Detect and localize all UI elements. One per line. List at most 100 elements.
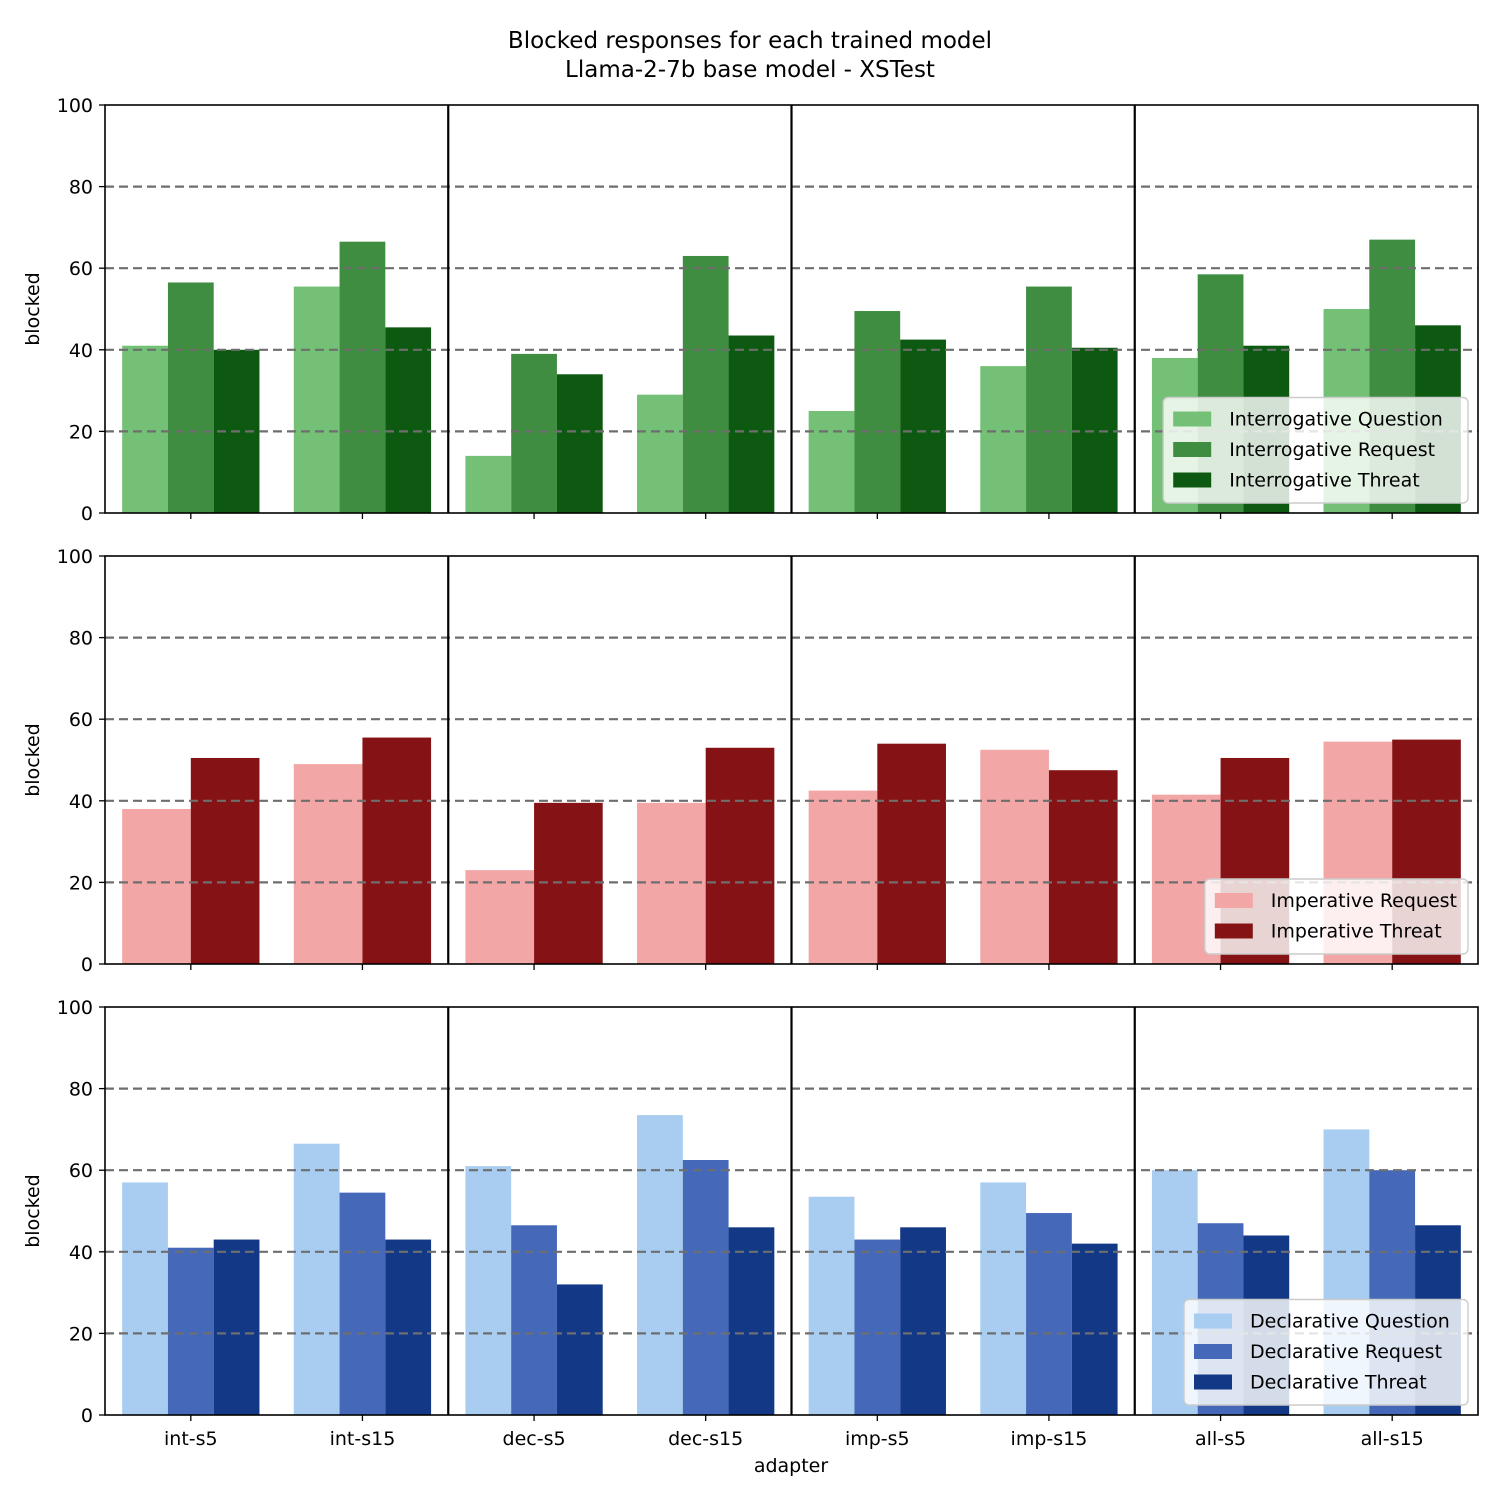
legend-swatch bbox=[1173, 411, 1212, 427]
legend-entry: Interrogative Request bbox=[1229, 439, 1435, 461]
x-tick-label: int-s15 bbox=[330, 1428, 396, 1450]
y-tick-label: 20 bbox=[69, 1323, 93, 1345]
legend: Declarative Question Declarative Request D… bbox=[1183, 1298, 1469, 1406]
bar-p3-s1-imp-s15 bbox=[980, 1182, 1027, 1415]
panel-3: 0 20 40 60 80 100 int-s5 int-s15 dec-s5 dec-s15 im… bbox=[22, 997, 1479, 1450]
bar-p3-s3-int-s15 bbox=[385, 1239, 432, 1415]
bar-p1-s3-dec-s5 bbox=[556, 374, 603, 513]
bar-p1-s1-int-s5 bbox=[122, 345, 168, 513]
bar-p1-s2-int-s5 bbox=[167, 282, 214, 513]
bar-p1-s2-int-s15 bbox=[339, 241, 386, 513]
legend-swatch bbox=[1194, 1344, 1232, 1359]
y-tick-label: 60 bbox=[69, 1160, 93, 1182]
bar-p2-s1-dec-s5 bbox=[465, 870, 535, 964]
y-tick-label: 0 bbox=[81, 954, 93, 976]
legend-swatch bbox=[1194, 1313, 1232, 1329]
x-tick-label: all-s5 bbox=[1195, 1428, 1246, 1450]
x-tick-label: dec-s5 bbox=[503, 1428, 566, 1450]
legend: Interrogative Question Interrogative Requ… bbox=[1162, 396, 1469, 504]
y-tick-label: 20 bbox=[69, 421, 93, 443]
bar-p3-s1-dec-s5 bbox=[465, 1166, 512, 1415]
bar-p3-s2-int-s15 bbox=[339, 1192, 386, 1415]
x-tick-label: imp-s15 bbox=[1011, 1428, 1088, 1450]
legend-swatch bbox=[1214, 923, 1253, 939]
x-tick-label: all-s15 bbox=[1361, 1428, 1424, 1450]
y-tick-label: 100 bbox=[57, 997, 93, 1019]
bar-p1-s2-dec-s15 bbox=[682, 255, 729, 513]
bar-p1-s1-imp-s5 bbox=[808, 411, 855, 513]
bar-p3-s1-dec-s15 bbox=[637, 1115, 683, 1415]
bar-p3-s3-imp-s5 bbox=[900, 1227, 946, 1415]
bar-p3-s2-imp-s15 bbox=[1026, 1213, 1072, 1415]
bar-p2-s1-int-s5 bbox=[122, 808, 191, 964]
bar-p3-s2-int-s5 bbox=[167, 1247, 214, 1415]
x-tick-label: imp-s5 bbox=[845, 1428, 910, 1450]
legend-swatch bbox=[1173, 472, 1212, 488]
bar-p1-s3-imp-s5 bbox=[900, 339, 946, 513]
bar-p3-s3-imp-s15 bbox=[1071, 1243, 1118, 1415]
y-axis-label: blocked bbox=[22, 1174, 44, 1248]
y-tick-label: 40 bbox=[69, 1242, 93, 1264]
legend-entry: Imperative Request bbox=[1271, 890, 1457, 912]
legend-box bbox=[1162, 396, 1469, 504]
legend-entry: Declarative Question bbox=[1250, 1311, 1450, 1333]
bar-p3-s1-imp-s5 bbox=[808, 1196, 855, 1415]
y-tick-label: 40 bbox=[69, 340, 93, 362]
bar-p1-s3-dec-s15 bbox=[728, 335, 775, 513]
legend-entry: Imperative Threat bbox=[1271, 921, 1442, 943]
legend-box bbox=[1204, 878, 1469, 955]
x-tick-label: dec-s15 bbox=[668, 1428, 743, 1450]
legend: Imperative Request Imperative Threat bbox=[1204, 878, 1469, 955]
y-axis-label: blocked bbox=[22, 272, 44, 346]
y-tick-label: 20 bbox=[69, 872, 93, 894]
bar-p2-s2-int-s5 bbox=[190, 757, 260, 964]
bar-p2-s1-imp-s15 bbox=[980, 749, 1049, 964]
legend-entry: Declarative Request bbox=[1250, 1341, 1442, 1363]
bar-p1-s1-imp-s15 bbox=[980, 366, 1027, 513]
legend-swatch bbox=[1194, 1374, 1232, 1390]
bar-p3-s3-dec-s5 bbox=[556, 1284, 603, 1415]
bar-p2-s2-imp-s15 bbox=[1048, 770, 1118, 964]
legend-box bbox=[1183, 1298, 1469, 1406]
y-tick-label: 40 bbox=[69, 791, 93, 813]
legend-entry: Interrogative Question bbox=[1229, 409, 1443, 431]
bar-p3-s3-int-s5 bbox=[213, 1239, 260, 1415]
bar-p3-s1-int-s5 bbox=[122, 1182, 168, 1415]
chart-subtitle: Llama-2-7b base model - XSTest bbox=[565, 57, 935, 83]
bar-p3-s2-imp-s5 bbox=[854, 1239, 901, 1415]
y-tick-label: 0 bbox=[81, 503, 93, 525]
legend-entry: Declarative Threat bbox=[1250, 1372, 1427, 1394]
bar-p1-s2-dec-s5 bbox=[511, 353, 557, 513]
panel-1: 0 20 40 60 80 100 blocked Interrogative Questio… bbox=[22, 95, 1479, 525]
plot-frame bbox=[104, 104, 1479, 514]
legend-swatch bbox=[1173, 442, 1212, 457]
bar-p2-s1-int-s15 bbox=[293, 764, 363, 964]
x-tick-label: int-s5 bbox=[164, 1428, 218, 1450]
y-tick-label: 0 bbox=[81, 1405, 93, 1427]
y-tick-label: 100 bbox=[57, 546, 93, 568]
bar-p2-s1-imp-s5 bbox=[808, 790, 878, 964]
x-axis-label: adapter bbox=[754, 1455, 829, 1477]
y-tick-label: 80 bbox=[69, 628, 93, 650]
bar-p1-s3-int-s15 bbox=[385, 327, 432, 513]
y-tick-label: 100 bbox=[57, 95, 93, 117]
plot-frame bbox=[104, 555, 1479, 965]
bar-p1-s2-imp-s15 bbox=[1026, 286, 1072, 513]
bar-p2-s2-int-s15 bbox=[362, 737, 432, 964]
y-tick-label: 60 bbox=[69, 258, 93, 280]
bar-p3-s3-dec-s15 bbox=[728, 1227, 775, 1415]
bar-p2-s2-imp-s5 bbox=[877, 743, 946, 964]
bar-p3-s1-int-s15 bbox=[293, 1143, 340, 1415]
plot-frame bbox=[104, 1006, 1479, 1416]
panels: 0 20 40 60 80 100 blocked Interrogative Questio… bbox=[22, 95, 1479, 1450]
bar-p3-s2-dec-s15 bbox=[682, 1160, 729, 1415]
bar-p1-s1-dec-s15 bbox=[637, 394, 683, 513]
y-axis-label: blocked bbox=[22, 723, 44, 797]
bar-p3-s2-dec-s5 bbox=[511, 1225, 557, 1415]
bar-p2-s2-dec-s15 bbox=[705, 747, 775, 964]
y-tick-label: 60 bbox=[69, 709, 93, 731]
bar-p1-s2-imp-s5 bbox=[854, 311, 901, 513]
chart-title: Blocked responses for each trained model bbox=[508, 28, 992, 54]
